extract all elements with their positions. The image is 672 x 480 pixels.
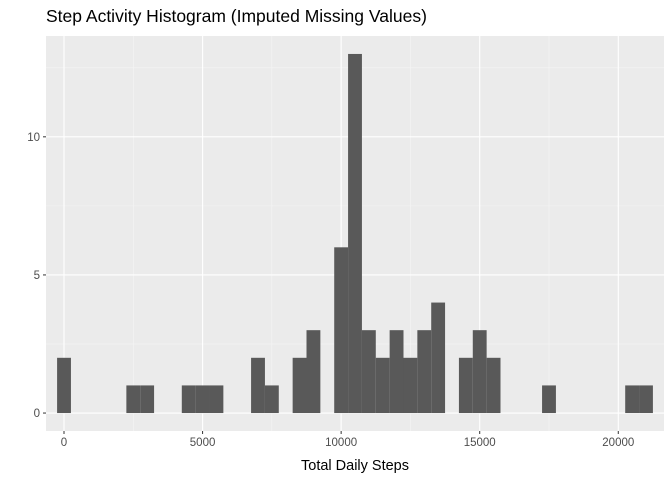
histogram-bar	[251, 357, 265, 414]
histogram-bar	[209, 385, 224, 414]
y-tick-label: 10	[27, 132, 40, 144]
histogram-bar	[334, 247, 349, 414]
histogram-bar	[625, 385, 640, 414]
histogram-bar	[389, 330, 404, 414]
x-tick-label: 20000	[602, 437, 634, 449]
histogram-bar	[458, 357, 473, 414]
x-tick-label: 5000	[190, 437, 216, 449]
histogram-bar	[431, 302, 446, 414]
histogram-bar	[403, 357, 418, 414]
histogram-bar	[472, 330, 487, 414]
histogram-bar	[486, 357, 501, 414]
histogram-bar	[306, 330, 321, 414]
x-tick-label: 10000	[325, 437, 357, 449]
y-tick-label: 5	[34, 270, 40, 282]
histogram-bar	[361, 330, 376, 414]
histogram-bar	[126, 385, 141, 414]
histogram-bar	[57, 357, 71, 414]
x-axis-title: Total Daily Steps	[301, 458, 409, 474]
histogram-bar	[264, 385, 279, 414]
histogram-bar	[542, 385, 556, 414]
histogram-bar	[292, 357, 307, 414]
histogram-bar	[140, 385, 155, 414]
histogram-bar	[195, 385, 210, 414]
histogram-bar	[417, 330, 432, 414]
histogram-bar	[181, 385, 196, 414]
x-tick-label: 15000	[464, 437, 496, 449]
y-tick-label: 0	[34, 408, 40, 420]
x-tick-label: 0	[61, 437, 67, 449]
histogram-bar	[375, 357, 390, 414]
chart-title: Step Activity Histogram (Imputed Missing…	[46, 6, 427, 26]
histogram-bar	[639, 385, 653, 414]
histogram-bar	[348, 53, 362, 414]
